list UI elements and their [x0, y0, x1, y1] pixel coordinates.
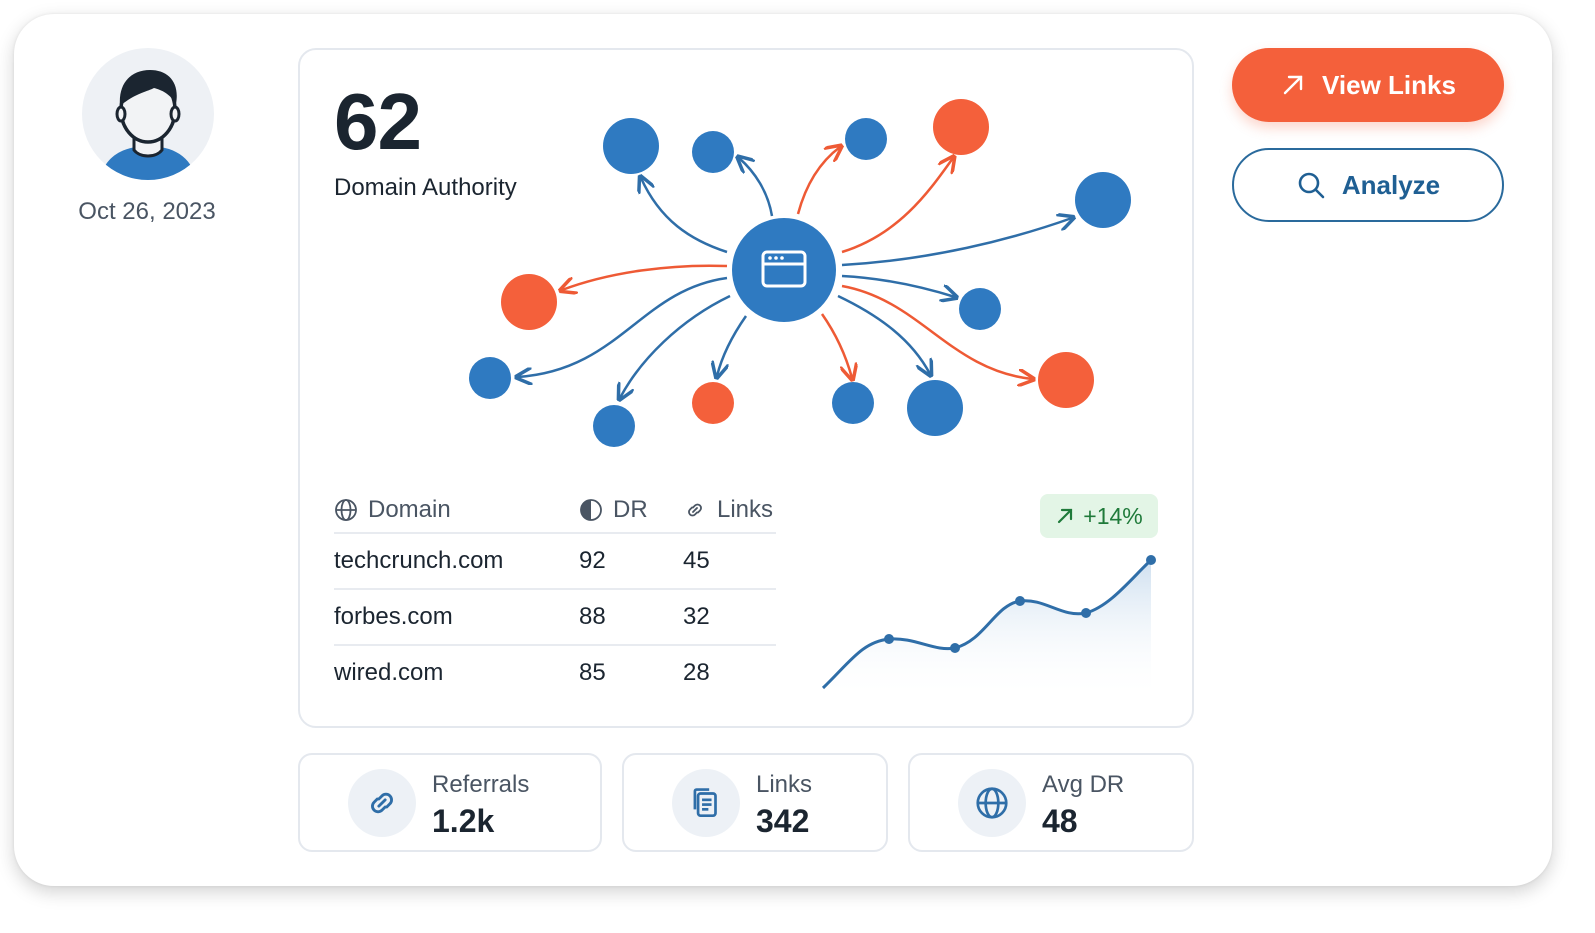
half-circle-icon — [580, 499, 602, 521]
row-links: 45 — [683, 547, 710, 574]
stat-card-links[interactable]: Links 342 — [622, 753, 888, 852]
stat-label: Referrals — [432, 771, 530, 798]
table-row[interactable]: techcrunch.com 92 45 — [334, 532, 776, 588]
search-icon — [1298, 172, 1325, 199]
table-header: Domain DR Links — [334, 488, 776, 532]
growth-sparkline — [821, 555, 1156, 700]
row-links: 32 — [683, 603, 710, 630]
link-icon — [688, 503, 702, 517]
website-icon — [761, 250, 807, 288]
row-domain: forbes.com — [334, 603, 453, 630]
analyze-button[interactable]: Analyze — [1232, 148, 1504, 222]
domain-authority-label: Domain Authority — [334, 174, 517, 201]
profile-date: Oct 26, 2023 — [78, 198, 216, 225]
row-domain: techcrunch.com — [334, 547, 504, 574]
link-icon — [348, 769, 416, 837]
stat-card-referrals[interactable]: Referrals 1.2k — [298, 753, 602, 852]
document-icon — [672, 769, 740, 837]
row-links: 28 — [683, 659, 710, 686]
view-links-button[interactable]: View Links — [1232, 48, 1504, 122]
row-dr: 85 — [579, 659, 606, 686]
header-domain[interactable]: Domain — [334, 496, 579, 524]
globe-icon — [335, 499, 357, 521]
arrow-up-right-icon — [1283, 75, 1303, 95]
header-dr[interactable]: DR — [579, 496, 683, 524]
user-avatar-icon — [100, 70, 196, 180]
trend-badge: +14% — [1040, 494, 1158, 538]
arrow-up-right-icon — [1058, 508, 1073, 524]
domain-authority-value: 62 — [334, 77, 422, 166]
row-dr: 88 — [579, 603, 606, 630]
stat-value: 342 — [756, 803, 810, 839]
stat-value: 1.2k — [432, 803, 495, 839]
top-referring-domains-table: Domain DR Links techcrunch.com 92 45 for… — [334, 488, 776, 700]
row-dr: 92 — [579, 547, 606, 574]
table-row[interactable]: wired.com 85 28 — [334, 644, 776, 700]
globe-icon — [958, 769, 1026, 837]
stat-label: Links — [756, 771, 813, 798]
header-links[interactable]: Links — [683, 496, 776, 524]
avatar[interactable] — [82, 48, 214, 180]
row-domain: wired.com — [334, 659, 444, 686]
stat-label: Avg DR — [1042, 771, 1125, 798]
table-row[interactable]: forbes.com 88 32 — [334, 588, 776, 644]
stat-card-avg-dr[interactable]: Avg DR 48 — [908, 753, 1194, 852]
backlink-network-diagram — [469, 99, 1131, 447]
stat-value: 48 — [1042, 803, 1078, 839]
